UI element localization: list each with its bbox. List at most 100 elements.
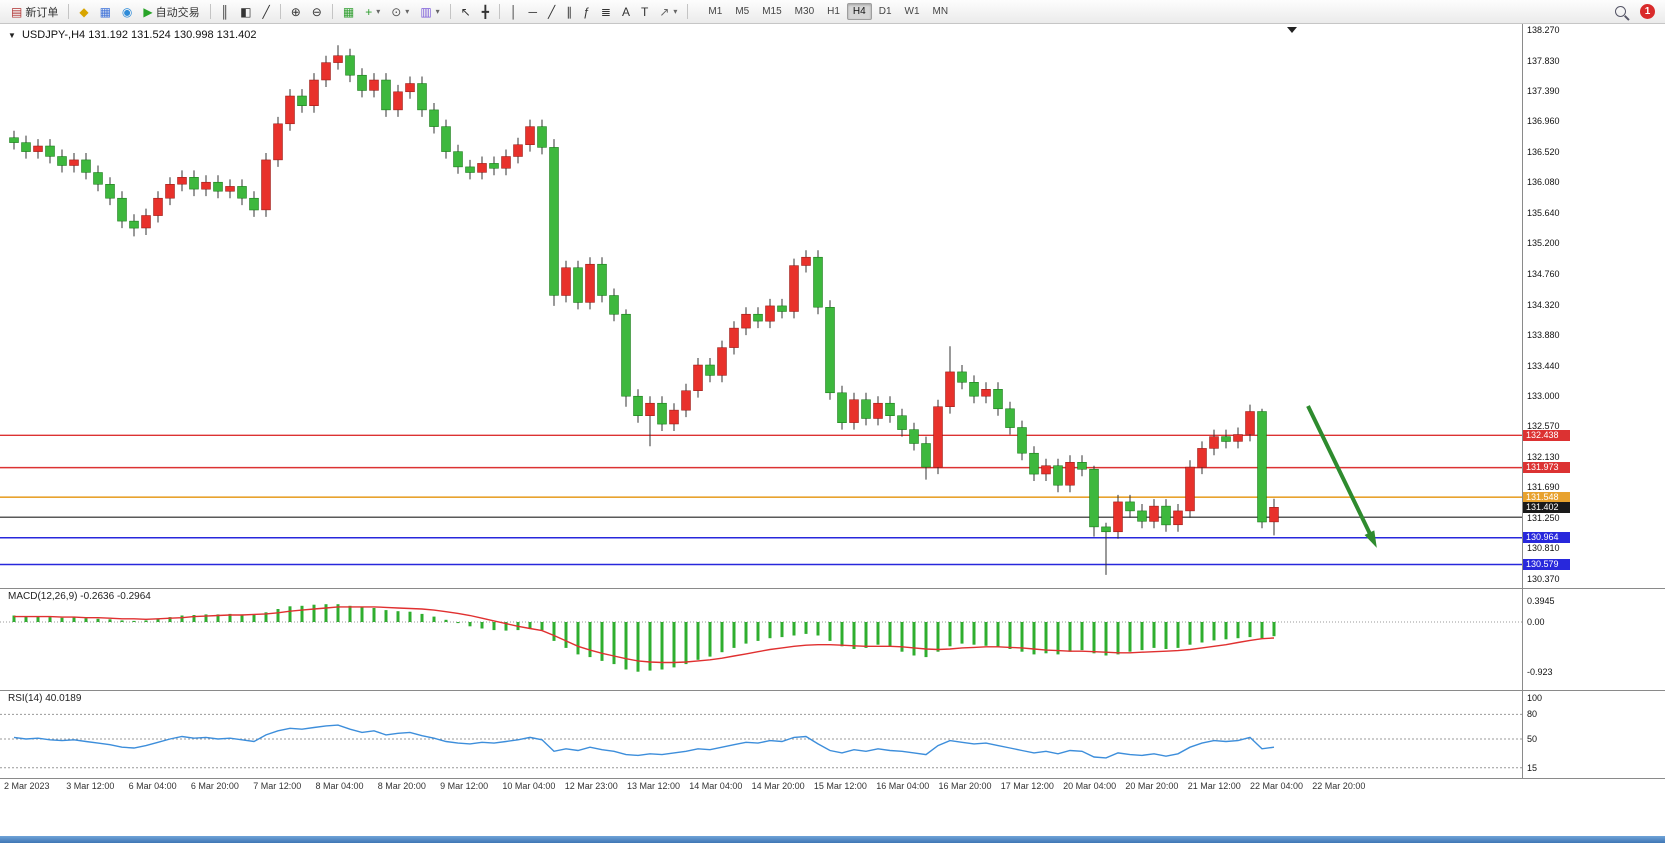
candle [777, 305, 787, 312]
candle [309, 79, 319, 106]
candle [921, 443, 931, 468]
trendline-icon: ╱ [547, 4, 556, 19]
cursor-button[interactable]: ↖ [456, 1, 476, 23]
market-watch-button[interactable]: ▦ [95, 1, 116, 23]
notification-badge[interactable]: 1 [1640, 4, 1655, 19]
candle [105, 184, 115, 199]
autotrade-button[interactable]: ▶ 自动交易 [138, 1, 204, 23]
macd-panel[interactable] [0, 589, 1522, 689]
time-axis-label: 12 Mar 23:00 [564, 781, 618, 791]
candle [705, 364, 715, 376]
candle [441, 126, 451, 152]
candle [789, 265, 799, 312]
candle [1113, 501, 1123, 533]
toolbar-separator [279, 4, 281, 19]
price-tag: 132.438 [1523, 429, 1570, 441]
fibonacci-icon: ƒ [583, 4, 590, 19]
macd-axis-label: -0.923 [1527, 666, 1553, 677]
crosshair-button[interactable]: ╋ [477, 1, 494, 23]
candle [1173, 510, 1183, 526]
price-axis-label: 133.000 [1527, 391, 1560, 402]
metaeditor-button[interactable]: ◆ [74, 1, 93, 23]
candle [741, 313, 751, 329]
new-order-button[interactable]: ▤ 新订单 [6, 1, 63, 23]
dropdown-arrow-icon[interactable]: ▾ [376, 7, 381, 16]
label-button[interactable]: T [636, 1, 653, 23]
equidistant-channel-icon: ∥ [566, 4, 573, 19]
candle [177, 177, 187, 185]
candle [429, 109, 439, 127]
trendline-button[interactable]: ╱ [543, 1, 560, 23]
main-chart[interactable] [0, 24, 1522, 588]
text-button[interactable]: A [617, 1, 635, 23]
dropdown-arrow-icon[interactable]: ▾ [435, 7, 440, 16]
down-arrow-annotation[interactable] [1306, 405, 1374, 539]
timeframe-m1-button[interactable]: M1 [708, 6, 723, 17]
periods-icon: ⊙ [391, 4, 402, 19]
candle [909, 429, 919, 444]
bottom-strip [0, 836, 1665, 843]
timeframe-m15-button[interactable]: M15 [762, 6, 782, 17]
tile-windows-button[interactable]: ▦ [338, 1, 359, 23]
terminal-button[interactable]: ◉ [117, 1, 137, 23]
time-axis-label: 22 Mar 04:00 [1250, 781, 1304, 791]
price-axis-label: 136.960 [1527, 116, 1560, 127]
candle [1149, 505, 1159, 522]
horizontal-line-icon: ─ [528, 4, 537, 19]
chart-window[interactable]: ▼ USDJPY-,H4 131.192 131.524 130.998 131… [0, 24, 1665, 843]
equidistant-channel-button[interactable]: ∥ [561, 1, 577, 23]
candle [81, 159, 91, 173]
horizontal-line-button[interactable]: ─ [523, 1, 542, 23]
candle [849, 399, 859, 423]
candle [1137, 510, 1147, 522]
candle [837, 392, 847, 423]
timeframe-mn-button[interactable]: MN [932, 6, 949, 17]
collapse-arrow-icon[interactable]: ▼ [8, 31, 16, 40]
timeframe-m5-button[interactable]: M5 [735, 6, 750, 17]
shapes-button[interactable]: ≣ [596, 1, 616, 23]
time-axis-label: 7 Mar 12:00 [253, 781, 302, 791]
candle [969, 382, 979, 397]
line-chart-icon: ╱ [262, 4, 270, 19]
price-axis-label: 136.520 [1527, 146, 1560, 157]
fibonacci-button[interactable]: ƒ [578, 1, 595, 23]
templates-button[interactable]: ▥ ▾ [415, 1, 444, 23]
candle [717, 347, 727, 376]
dropdown-arrow-icon[interactable]: ▾ [673, 7, 678, 16]
new-order-icon: ▤ [11, 4, 23, 19]
timeframe-d1-button[interactable]: D1 [878, 6, 892, 17]
macd-current-values: -0.2636 -0.2964 [80, 591, 151, 602]
arrows-button[interactable]: ↗ ▾ [654, 1, 682, 23]
zoom-out-button[interactable]: ⊖ [307, 1, 327, 23]
time-axis-label: 14 Mar 20:00 [751, 781, 805, 791]
rsi-panel[interactable] [0, 691, 1522, 777]
vertical-line-button[interactable]: │ [505, 1, 523, 23]
timeframe-m30-button[interactable]: M30 [794, 6, 815, 17]
macd-name: MACD(12,26,9) [8, 591, 78, 602]
candle [69, 159, 79, 166]
candlestick-chart-button[interactable]: ◧ [235, 1, 256, 23]
time-axis-label: 3 Mar 12:00 [66, 781, 115, 791]
candle [1197, 448, 1207, 468]
indicators-button[interactable]: + ▾ [360, 1, 385, 23]
chart-scroll-marker[interactable] [1287, 27, 1297, 33]
price-axis-label: 130.370 [1527, 574, 1560, 585]
candle [525, 126, 535, 145]
candle [597, 263, 607, 296]
timeframe-w1-button[interactable]: W1 [904, 6, 920, 17]
candle [801, 256, 811, 266]
line-chart-button[interactable]: ╱ [258, 1, 275, 23]
price-axis-label: 131.690 [1527, 482, 1560, 493]
timeframe-h4-button[interactable]: H4 [846, 3, 872, 20]
price-tag: 131.973 [1523, 462, 1570, 474]
candle [513, 144, 523, 157]
timeframe-h1-button[interactable]: H1 [827, 6, 840, 17]
search-icon[interactable] [1615, 6, 1626, 17]
candle [405, 83, 415, 93]
periods-button[interactable]: ⊙ ▾ [386, 1, 414, 23]
price-axis-label: 135.200 [1527, 238, 1560, 249]
bar-chart-button[interactable]: ║ [216, 1, 235, 23]
candle [285, 95, 295, 125]
zoom-in-button[interactable]: ⊕ [286, 1, 306, 23]
dropdown-arrow-icon[interactable]: ▾ [405, 7, 410, 16]
